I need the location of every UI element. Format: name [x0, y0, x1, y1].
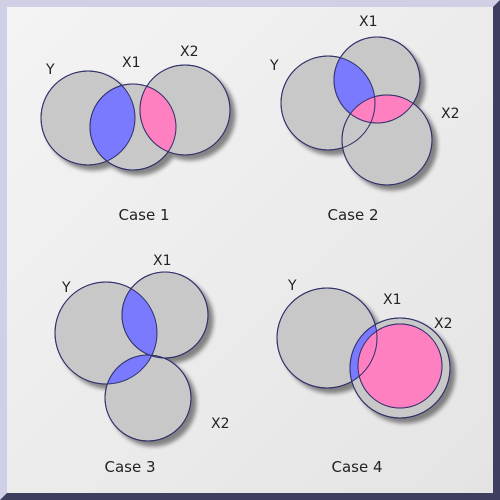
overlap-x1-x2 — [358, 324, 442, 408]
label-x1: X1 — [383, 292, 402, 308]
label-x1: X1 — [153, 253, 172, 269]
overlap-y-x1 — [90, 84, 135, 165]
label-y: Y — [45, 62, 55, 78]
venn-case-4: Y X1 X2 Case 4 — [276, 278, 453, 476]
label-x2: X2 — [211, 416, 230, 432]
case-caption: Case 1 — [118, 206, 169, 224]
case-caption: Case 3 — [104, 458, 155, 476]
label-x2: X2 — [441, 106, 460, 122]
label-y: Y — [61, 280, 71, 296]
venn-case-2: Y X1 X2 Case 2 — [269, 14, 460, 224]
case-caption: Case 4 — [331, 458, 382, 476]
case-caption: Case 2 — [327, 206, 378, 224]
venn-case-1: Y X1 X2 Case 1 — [40, 44, 231, 224]
venn-case-3: Y X1 X2 Case 3 — [54, 253, 230, 476]
label-x2: X2 — [180, 44, 199, 60]
label-x2: X2 — [434, 316, 453, 332]
label-y: Y — [287, 278, 297, 294]
label-x1: X1 — [122, 55, 141, 71]
label-y: Y — [269, 58, 279, 74]
label-x1: X1 — [359, 14, 378, 30]
